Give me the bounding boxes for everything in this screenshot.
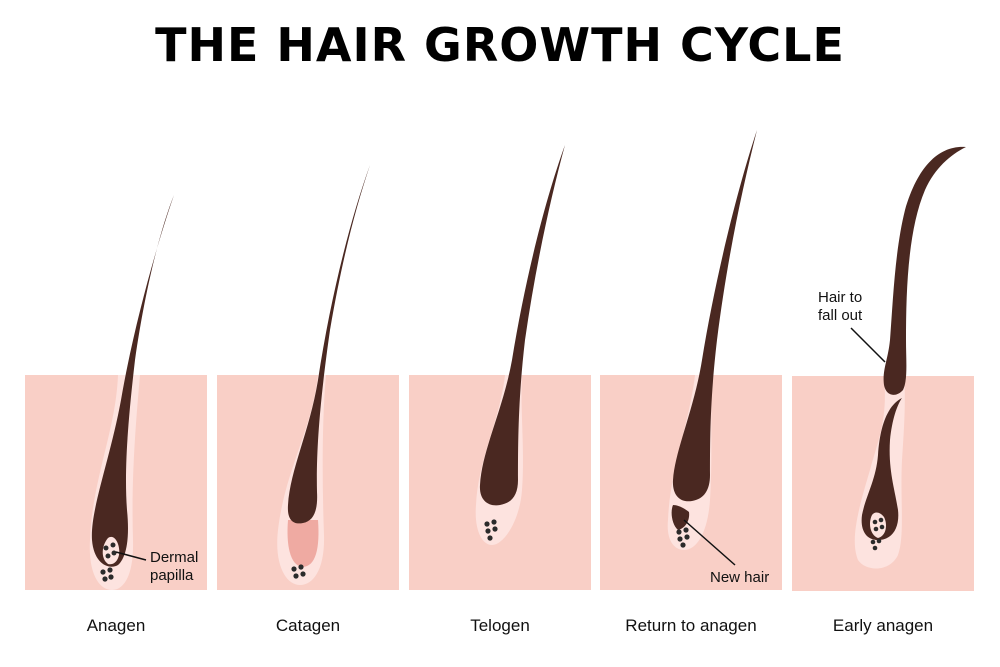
- telogen-hair: [479, 145, 565, 506]
- annotation-new-hair: New hair: [710, 569, 769, 586]
- dermal-papilla-pointer: [115, 551, 147, 561]
- hair-to-fall-out-pointer: [850, 327, 886, 363]
- annotation-dermal-papilla-line1: Dermal: [150, 549, 198, 566]
- old-hair: [672, 130, 757, 502]
- catagen-bulb: [287, 520, 319, 567]
- early-anagen-follicle: [850, 146, 966, 569]
- new-anagen-hair: [861, 398, 902, 540]
- new-hair-bud: [671, 505, 690, 530]
- annotation-dermal-papilla-line2: papilla: [150, 567, 194, 584]
- annotation-hair-to-fall-out-line1: Hair to: [818, 289, 862, 306]
- stage-label-catagen: Catagen: [276, 616, 340, 635]
- catagen-follicle: [277, 165, 370, 585]
- stage-label-telogen: Telogen: [470, 616, 530, 635]
- anagen-hair: [91, 195, 174, 567]
- catagen-hair: [287, 165, 370, 524]
- return-to-anagen-follicle: [667, 130, 757, 566]
- old-hair-to-fall-out: [883, 146, 966, 395]
- new-hair-pointer: [683, 519, 736, 566]
- telogen-follicle: [475, 145, 565, 545]
- stage-label-return-to-anagen: Return to anagen: [625, 616, 756, 635]
- stage-label-early-anagen: Early anagen: [833, 616, 933, 635]
- anagen-follicle: [89, 195, 174, 590]
- diagram-title: THE HAIR GROWTH CYCLE: [155, 18, 845, 72]
- stage-label-anagen: Anagen: [87, 616, 146, 635]
- annotation-hair-to-fall-out-line2: fall out: [818, 307, 863, 324]
